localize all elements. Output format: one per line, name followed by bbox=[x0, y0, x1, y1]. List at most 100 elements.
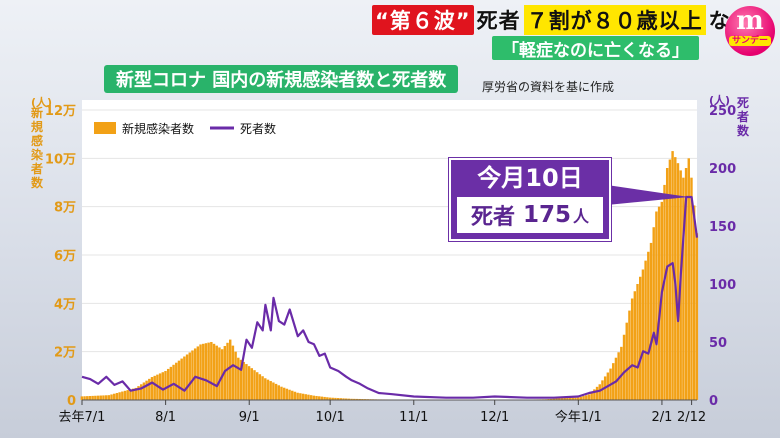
case-bar bbox=[655, 211, 658, 400]
case-bar bbox=[552, 398, 556, 400]
case-bar bbox=[234, 351, 237, 400]
right-axis-unit: (人) bbox=[709, 94, 731, 107]
case-bar bbox=[123, 390, 127, 400]
case-bar bbox=[266, 379, 270, 400]
case-bar bbox=[668, 159, 672, 400]
right-tick-label: 200 bbox=[709, 162, 736, 177]
left-tick-label: 12万 bbox=[45, 104, 76, 119]
right-axis-label: 死者数 bbox=[737, 96, 750, 138]
case-bar bbox=[630, 298, 634, 400]
case-bar bbox=[164, 371, 167, 400]
case-bar bbox=[137, 386, 140, 400]
case-bar bbox=[104, 395, 108, 400]
case-bar bbox=[555, 398, 558, 400]
case-bar bbox=[644, 260, 647, 400]
case-bar bbox=[695, 233, 699, 400]
case-bar bbox=[576, 397, 580, 400]
chart-source: 厚労省の資料を基に作成 bbox=[482, 80, 615, 94]
case-bar bbox=[261, 376, 264, 400]
case-bar bbox=[353, 398, 356, 400]
case-bar bbox=[269, 381, 272, 400]
case-bar bbox=[139, 384, 143, 400]
logo-mark: m bbox=[736, 6, 764, 36]
case-bar bbox=[304, 394, 307, 400]
case-bar bbox=[180, 358, 183, 400]
case-bar bbox=[91, 395, 94, 400]
left-tick-label: 4万 bbox=[54, 297, 76, 312]
case-bar bbox=[121, 391, 124, 400]
callout-value: 175 bbox=[522, 202, 571, 228]
case-bar bbox=[258, 374, 262, 400]
case-bar bbox=[126, 390, 129, 400]
case-bar bbox=[293, 391, 297, 400]
x-tick-label: 8/1 bbox=[155, 410, 176, 425]
x-tick-label: 2/12 bbox=[677, 410, 706, 425]
case-bar bbox=[318, 396, 321, 400]
case-bar bbox=[647, 251, 650, 400]
case-bar bbox=[204, 343, 208, 400]
case-bar bbox=[612, 363, 615, 400]
case-bar bbox=[172, 364, 175, 400]
case-bar bbox=[617, 352, 620, 400]
headline-text-1: 死者 bbox=[476, 9, 521, 33]
case-bar bbox=[663, 184, 666, 400]
case-bar bbox=[253, 370, 256, 400]
case-bar bbox=[560, 398, 564, 400]
legend-cases-swatch bbox=[94, 122, 116, 134]
case-bar bbox=[614, 357, 618, 400]
case-bar bbox=[145, 380, 148, 400]
case-bar bbox=[237, 357, 240, 400]
x-tick-label: 9/1 bbox=[239, 410, 260, 425]
case-bar bbox=[215, 345, 218, 400]
case-bar bbox=[218, 347, 221, 400]
callout-unit: 人 bbox=[573, 207, 590, 226]
case-bar bbox=[571, 397, 574, 400]
callout-pointer bbox=[607, 185, 689, 205]
case-bar bbox=[272, 382, 275, 400]
left-tick-label: 2万 bbox=[54, 346, 76, 361]
case-bar bbox=[312, 395, 316, 400]
headline-tag: “第６波” bbox=[372, 5, 474, 35]
x-tick-label: 2/1 bbox=[651, 410, 672, 425]
case-bar bbox=[309, 395, 313, 400]
case-bar bbox=[625, 322, 628, 400]
case-bar bbox=[83, 396, 86, 400]
case-bar bbox=[177, 360, 181, 400]
case-bar bbox=[682, 177, 685, 400]
logo-name: サンデー bbox=[729, 36, 771, 46]
case-bar bbox=[657, 206, 661, 400]
chart-title: 新型コロナ 国内の新規感染者数と死者数 bbox=[104, 65, 459, 93]
case-bar bbox=[639, 276, 642, 400]
case-bar bbox=[307, 394, 310, 400]
case-bar bbox=[231, 345, 235, 400]
case-bar bbox=[628, 310, 631, 400]
case-bar bbox=[690, 177, 693, 400]
case-bar bbox=[88, 396, 92, 400]
callout-label: 死者 bbox=[470, 205, 515, 230]
case-bar bbox=[585, 395, 588, 400]
case-bar bbox=[199, 344, 202, 400]
legend-deaths-label: 死者数 bbox=[240, 121, 276, 136]
case-bar bbox=[582, 396, 585, 400]
left-tick-label: 6万 bbox=[54, 249, 76, 264]
case-bar bbox=[620, 346, 623, 400]
case-bar bbox=[277, 385, 280, 400]
case-bar bbox=[595, 386, 599, 400]
case-bar bbox=[692, 205, 696, 400]
case-bar bbox=[598, 384, 601, 400]
case-bar bbox=[274, 383, 278, 400]
case-bar bbox=[320, 396, 324, 400]
left-tick-label: 10万 bbox=[45, 152, 76, 167]
case-bar bbox=[549, 398, 553, 400]
case-bar bbox=[134, 387, 138, 400]
x-tick-label: 今年1/1 bbox=[555, 409, 602, 425]
case-bar bbox=[280, 386, 283, 400]
case-bar bbox=[169, 366, 173, 400]
case-bar bbox=[131, 388, 135, 400]
case-bar bbox=[355, 398, 359, 400]
right-tick-label: 250 bbox=[709, 104, 736, 119]
case-bar bbox=[323, 396, 326, 400]
right-tick-label: 0 bbox=[709, 394, 718, 409]
case-bar bbox=[558, 398, 561, 400]
right-tick-label: 150 bbox=[709, 220, 736, 235]
